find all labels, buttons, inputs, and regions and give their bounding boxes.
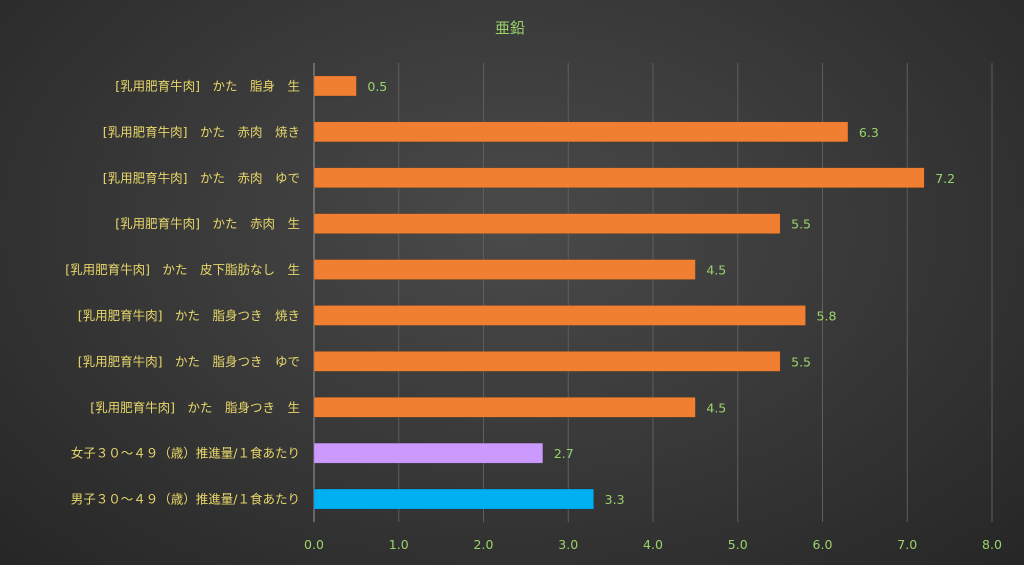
bar [313, 75, 357, 97]
x-tick-label: 7.0 [897, 537, 917, 552]
x-tick-label: 2.0 [474, 537, 494, 552]
x-tick-label: 6.0 [813, 537, 833, 552]
value-label: 0.5 [367, 79, 387, 94]
category-label: [乳用肥育牛肉] かた 脂身つき 焼き [78, 308, 300, 323]
category-label: [乳用肥育牛肉] かた 赤肉 ゆで [103, 170, 300, 185]
bars [313, 75, 925, 510]
x-tick-label: 8.0 [982, 537, 1002, 552]
category-label: 女子３０～４９（歳）推進量/１食あたり [71, 446, 300, 461]
x-tick-label: 1.0 [389, 537, 409, 552]
value-label: 5.5 [791, 354, 811, 369]
category-label: [乳用肥育牛肉] かた 赤肉 焼き [103, 124, 300, 139]
value-label: 5.5 [791, 217, 811, 232]
bar [313, 442, 544, 464]
category-label: [乳用肥育牛肉] かた 赤肉 生 [115, 216, 300, 231]
x-tick-label: 3.0 [558, 537, 578, 552]
value-label: 5.8 [817, 308, 837, 323]
bar [313, 121, 849, 143]
value-label: 4.5 [706, 400, 726, 415]
bar [313, 259, 696, 280]
category-label: [乳用肥育牛肉] かた 皮下脂肪なし 生 [65, 262, 300, 277]
value-label: 2.7 [554, 446, 574, 461]
bar [313, 167, 925, 188]
x-tick-label: 5.0 [728, 537, 748, 552]
value-label: 7.2 [935, 171, 955, 186]
value-labels: 0.5 6.3 7.2 5.5 4.5 5.8 5.5 4.5 2.7 3.3 [367, 79, 955, 507]
chart-title: 亜鉛 [495, 19, 525, 37]
bar [313, 305, 806, 326]
category-label: 男子３０～４９（歳）推進量/１食あたり [71, 492, 300, 507]
bar [313, 397, 696, 418]
bar [313, 351, 781, 372]
value-label: 3.3 [605, 492, 625, 507]
category-label: [乳用肥育牛肉] かた 脂身つき ゆで [78, 354, 300, 369]
category-label: [乳用肥育牛肉] かた 脂身 生 [115, 78, 300, 93]
value-label: 6.3 [859, 125, 879, 140]
bar [313, 488, 594, 510]
x-axis-ticks: 0.0 1.0 2.0 3.0 4.0 5.0 6.0 7.0 8.0 [304, 537, 1002, 552]
x-tick-label: 0.0 [304, 537, 324, 552]
category-labels: [乳用肥育牛肉] かた 脂身 生 [乳用肥育牛肉] かた 赤肉 焼き [乳用肥育牛肉… [65, 78, 300, 506]
x-tick-label: 4.0 [643, 537, 663, 552]
bar [313, 213, 781, 234]
category-label: [乳用肥育牛肉] かた 脂身つき 生 [90, 400, 300, 415]
value-label: 4.5 [706, 263, 726, 278]
